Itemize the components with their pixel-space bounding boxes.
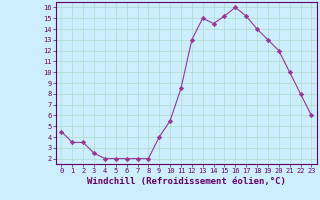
X-axis label: Windchill (Refroidissement éolien,°C): Windchill (Refroidissement éolien,°C) [87,177,286,186]
